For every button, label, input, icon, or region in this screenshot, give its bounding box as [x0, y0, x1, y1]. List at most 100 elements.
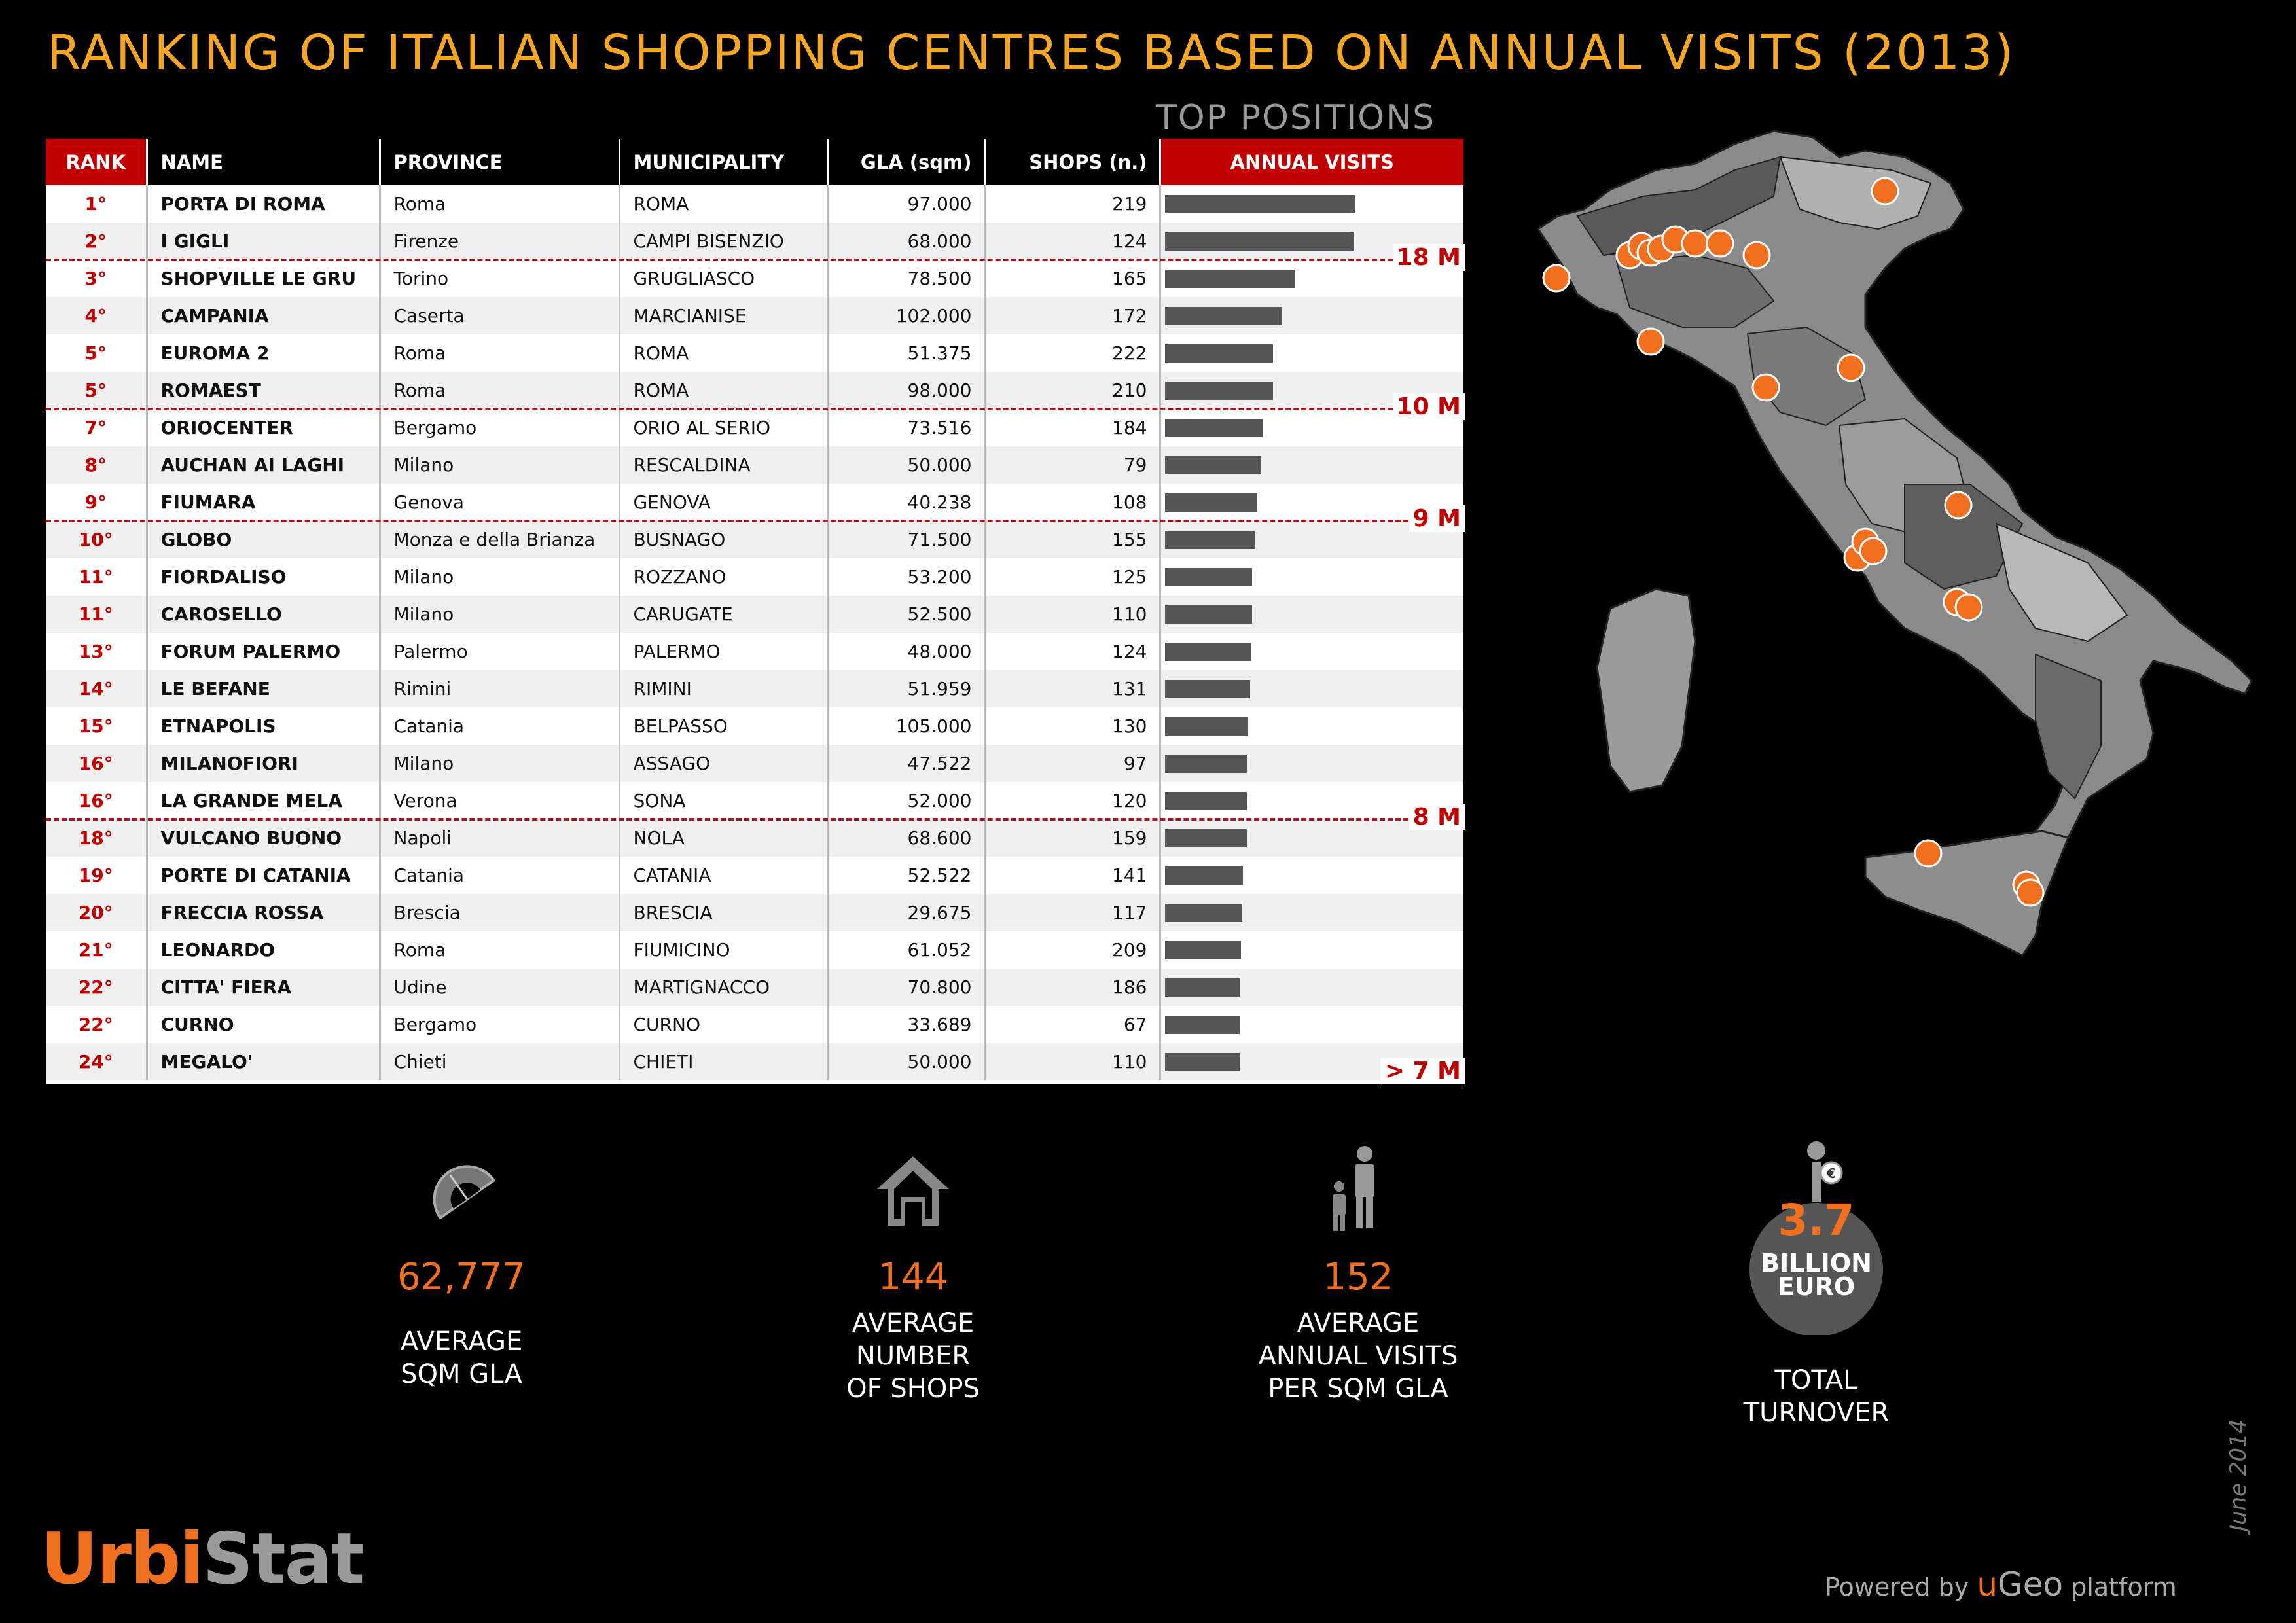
row-visits-cell: [1160, 446, 1463, 484]
row-rank: 7°: [46, 409, 148, 446]
row-province: Rimini: [380, 670, 620, 707]
row-name: VULCANO BUONO: [147, 819, 381, 857]
row-name: CAMPANIA: [147, 297, 381, 334]
row-municipality: ROMA: [619, 334, 829, 372]
row-rank: 18°: [46, 819, 148, 857]
row-province: Roma: [380, 372, 620, 409]
row-rank: 15°: [46, 707, 148, 745]
row-province: Roma: [380, 185, 620, 223]
row-municipality: PALERMO: [619, 633, 829, 670]
row-shops: 124: [984, 223, 1161, 260]
row-municipality: NOLA: [619, 819, 829, 857]
row-name: ETNAPOLIS: [147, 707, 381, 745]
table-subtitle: TOP POSITIONS: [1153, 98, 1439, 141]
row-rank: 14°: [46, 670, 148, 707]
row-municipality: SONA: [619, 782, 829, 819]
row-municipality: CURNO: [619, 1006, 829, 1043]
italy-map: [1536, 130, 2253, 957]
row-rank: 13°: [46, 633, 148, 670]
row-gla: 40.238: [827, 484, 986, 521]
row-shops: 209: [984, 931, 1161, 969]
row-name: LEONARDO: [147, 931, 381, 969]
row-province: Brescia: [380, 894, 620, 931]
row-rank: 22°: [46, 1006, 148, 1043]
kpi-avg-visits: 152 AVERAGE ANNUAL VISITS PER SQM GLA: [1247, 1142, 1469, 1405]
table-row: 22° CITTA' FIERA Udine MARTIGNACCO 70.800 186: [46, 969, 1463, 1006]
row-rank: 22°: [46, 969, 148, 1006]
threshold-label-last: > 7 M: [1380, 1058, 1465, 1084]
table-row: 16° LA GRANDE MELA Verona SONA 52.000 120: [46, 782, 1463, 819]
row-visits-cell: [1160, 484, 1463, 521]
row-shops: 97: [984, 745, 1161, 782]
sicily-island: [1864, 830, 2070, 957]
row-name: I GIGLI: [147, 223, 381, 260]
row-province: Monza e della Brianza: [380, 521, 620, 558]
row-gla: 29.675: [827, 894, 986, 931]
row-visits-cell: [1160, 969, 1463, 1006]
row-province: Catania: [380, 857, 620, 894]
row-rank: 1°: [46, 185, 148, 223]
page-title: RANKING OF ITALIAN SHOPPING CENTRES BASE…: [47, 25, 2016, 81]
annual-visits-bar: [1164, 903, 1242, 922]
row-shops: 130: [984, 707, 1161, 745]
row-visits-cell: [1160, 745, 1463, 782]
row-rank: 5°: [46, 334, 148, 372]
row-visits-cell: [1160, 596, 1463, 633]
table-row: 18° VULCANO BUONO Napoli NOLA 68.600 159: [46, 819, 1463, 857]
annual-visits-bar: [1164, 717, 1248, 736]
kpi-avg-shops-label-3: OF SHOPS: [846, 1374, 980, 1404]
row-municipality: FIUMICINO: [619, 931, 829, 969]
threshold-label: 9 M: [1408, 505, 1465, 532]
row-gla: 51.959: [827, 670, 986, 707]
row-gla: 61.052: [827, 931, 986, 969]
table-row: 21° LEONARDO Roma FIUMICINO 61.052 209: [46, 931, 1463, 969]
row-province: Roma: [380, 931, 620, 969]
row-visits-cell: [1160, 409, 1463, 446]
threshold-label: 8 M: [1408, 804, 1465, 830]
row-shops: 172: [984, 297, 1161, 334]
kpi-turnover-badge-1: BILLION: [1761, 1249, 1872, 1277]
kpi-avg-visits-label-3: PER SQM GLA: [1268, 1374, 1448, 1404]
row-municipality: BELPASSO: [619, 707, 829, 745]
row-rank: 8°: [46, 446, 148, 484]
publication-date: June 2014: [2225, 1419, 2251, 1531]
header-gla: GLA (sqm): [827, 139, 986, 185]
row-visits-cell: [1160, 260, 1463, 297]
annual-visits-bar: [1164, 1015, 1240, 1034]
row-name: CITTA' FIERA: [147, 969, 381, 1006]
row-visits-cell: [1160, 782, 1463, 819]
row-province: Milano: [380, 596, 620, 633]
header-province: PROVINCE: [380, 139, 620, 185]
row-province: Napoli: [380, 819, 620, 857]
row-name: SHOPVILLE LE GRU: [147, 260, 381, 297]
row-visits-cell: [1160, 297, 1463, 334]
row-shops: 120: [984, 782, 1161, 819]
annual-visits-bar: [1164, 232, 1354, 251]
table-row: 5° ROMAEST Roma ROMA 98.000 210: [46, 372, 1463, 409]
row-name: FIUMARA: [147, 484, 381, 521]
row-province: Milano: [380, 745, 620, 782]
kpi-avg-gla-label-1: AVERAGE: [400, 1327, 523, 1357]
annual-visits-bar: [1164, 679, 1250, 698]
row-name: PORTA DI ROMA: [147, 185, 381, 223]
table-row: 14° LE BEFANE Rimini RIMINI 51.959 131: [46, 670, 1463, 707]
row-gla: 47.522: [827, 745, 986, 782]
row-gla: 52.500: [827, 596, 986, 633]
annual-visits-bar: [1164, 493, 1257, 512]
row-shops: 186: [984, 969, 1161, 1006]
row-shops: 219: [984, 185, 1161, 223]
row-province: Palermo: [380, 633, 620, 670]
row-shops: 131: [984, 670, 1161, 707]
annual-visits-bar: [1164, 829, 1247, 847]
row-municipality: CARUGATE: [619, 596, 829, 633]
table-row: 19° PORTE DI CATANIA Catania CATANIA 52.522 1…: [46, 857, 1463, 894]
kpi-avg-visits-label-2: ANNUAL VISITS: [1258, 1341, 1458, 1371]
annual-visits-bar: [1164, 1052, 1240, 1071]
row-gla: 50.000: [827, 446, 986, 484]
row-shops: 117: [984, 894, 1161, 931]
row-name: EUROMA 2: [147, 334, 381, 372]
row-rank: 19°: [46, 857, 148, 894]
annual-visits-bar: [1164, 567, 1252, 586]
row-visits-cell: [1160, 185, 1463, 223]
row-shops: 79: [984, 446, 1161, 484]
